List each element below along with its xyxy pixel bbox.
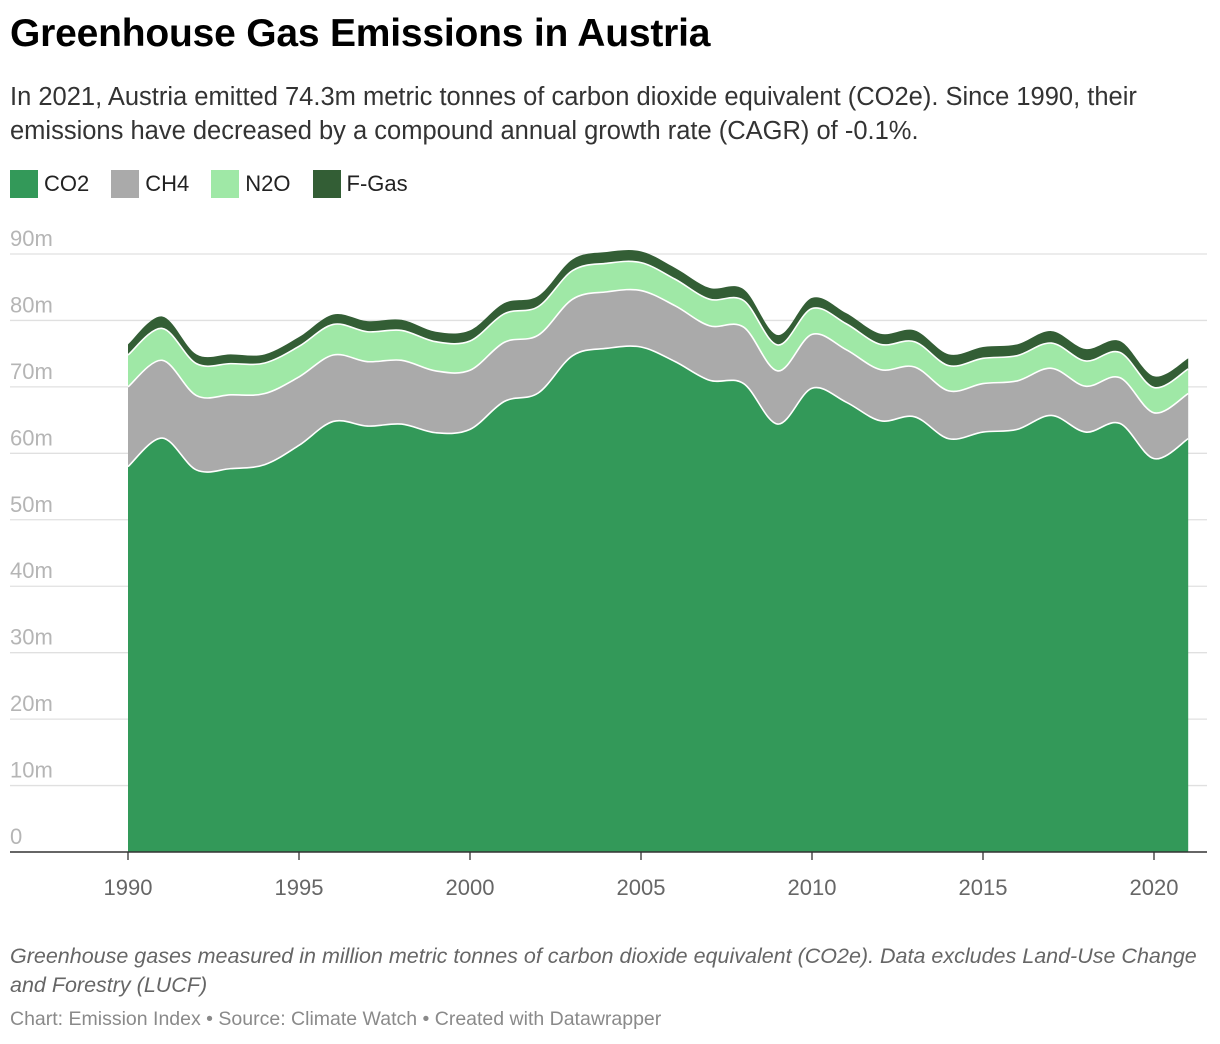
stacked-area-chart: 0 10m 20m 30m 40m 50m 60m 70m 80m 90m 1990 1995 200… — [10, 226, 1207, 900]
legend-label-co2: CO2 — [44, 171, 90, 196]
area-edge-n2o — [127, 260, 1189, 389]
y-tick-label: 30m — [10, 625, 53, 650]
legend-swatch-co2 — [10, 170, 38, 198]
legend-item-n2o: N2O — [211, 170, 291, 198]
chart-subtitle: In 2021, Austria emitted 74.3m metric to… — [10, 83, 1137, 145]
legend-swatch-fgas — [312, 170, 341, 198]
area-series — [127, 250, 1189, 852]
y-tick-label: 50m — [10, 492, 53, 517]
legend-label-fgas: F-Gas — [346, 171, 408, 196]
legend-item-fgas: F-Gas — [312, 170, 408, 198]
x-tick-label: 1990 — [104, 875, 153, 900]
x-tick-label: 2015 — [959, 875, 1008, 900]
x-tick-label: 2000 — [446, 875, 495, 900]
y-tick-label: 40m — [10, 558, 53, 583]
y-tick-label: 20m — [10, 691, 53, 716]
y-tick-label: 60m — [10, 425, 53, 450]
area-ch4 — [128, 289, 1189, 473]
chart-source: Chart: Emission Index • Source: Climate … — [10, 1008, 662, 1030]
legend-item-ch4: CH4 — [111, 170, 189, 198]
area-n2o — [128, 261, 1189, 414]
axes: 1990 1995 2000 2005 2010 2015 2020 — [10, 851, 1207, 900]
x-tick-label: 2020 — [1130, 875, 1179, 900]
area-co2 — [128, 346, 1189, 852]
y-tick-label: 90m — [10, 226, 53, 251]
legend-label-ch4: CH4 — [145, 171, 190, 196]
y-tick-label: 10m — [10, 758, 53, 783]
area-edge-co2 — [127, 345, 1189, 473]
y-tick-label: 0 — [10, 824, 22, 849]
y-tick-label: 70m — [10, 359, 53, 384]
legend-swatch-ch4 — [111, 170, 140, 198]
chart-title: Greenhouse Gas Emissions in Austria — [10, 12, 711, 55]
x-tick-label: 1995 — [275, 875, 324, 900]
y-tick-label: 80m — [10, 292, 53, 317]
chart-legend: CO2 CH4 N2O F-Gas — [10, 170, 408, 198]
area-f-gas — [128, 250, 1189, 388]
x-tick-label: 2010 — [788, 875, 837, 900]
legend-swatch-n2o — [211, 170, 240, 198]
legend-label-n2o: N2O — [245, 171, 291, 196]
chart-notes: Greenhouse gases measured in million met… — [10, 944, 1197, 997]
x-tick-label: 2005 — [617, 875, 666, 900]
area-edge-ch4 — [127, 288, 1189, 414]
legend-item-co2: CO2 — [10, 170, 89, 198]
